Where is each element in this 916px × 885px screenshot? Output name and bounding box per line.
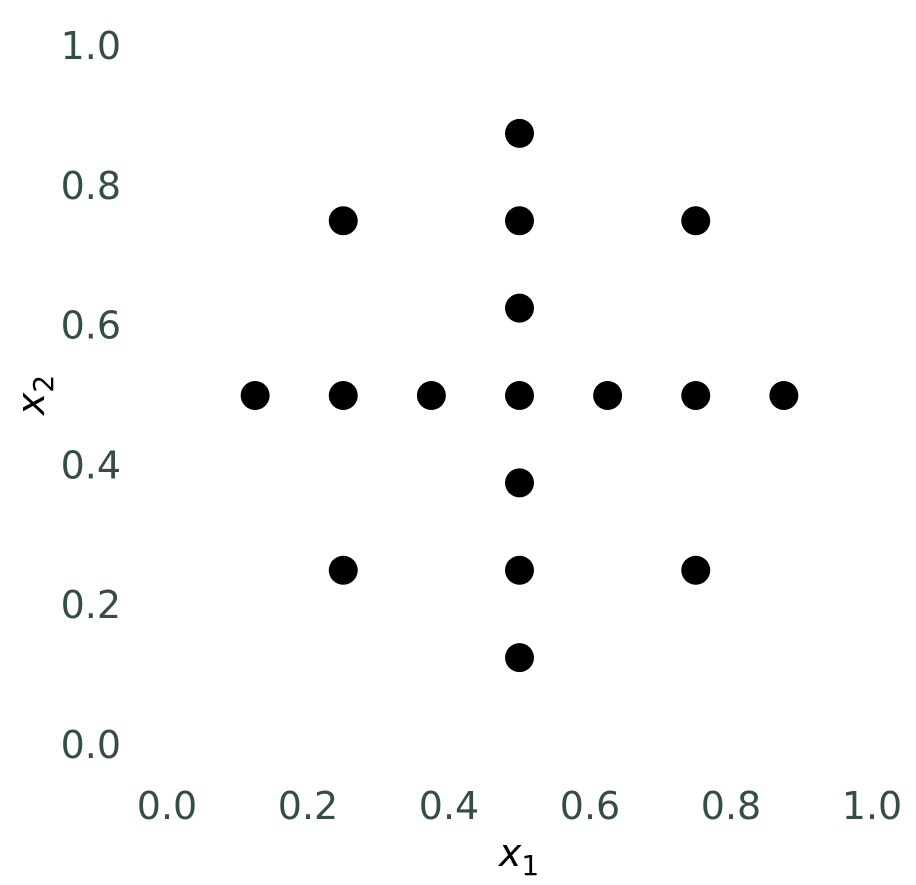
y-tick-label-2: 0.4: [61, 443, 121, 487]
data-point-0-11: [769, 381, 799, 410]
x-axis-label: x1: [498, 831, 539, 882]
x-tick-label-0: 0.0: [137, 784, 197, 828]
x-tick-label-1: 0.2: [278, 784, 338, 828]
data-point-0-12: [505, 468, 534, 498]
x-tick-labels: 0.0 0.2 0.4 0.6 0.8 1.0: [137, 784, 902, 828]
x-tick-label-3: 0.6: [560, 784, 620, 828]
points-layer: [240, 118, 799, 673]
y-tick-label-3: 0.6: [61, 304, 121, 348]
data-point-0-14: [505, 555, 534, 585]
data-point-0-0: [505, 118, 534, 148]
x-axis-label-subscript: 1: [521, 849, 539, 882]
data-point-0-16: [505, 643, 534, 673]
y-tick-labels: 0.0 0.2 0.4 0.6 0.8 1.0: [61, 24, 121, 767]
data-point-0-8: [505, 381, 534, 410]
data-point-0-5: [240, 381, 270, 410]
x-tick-label-5: 1.0: [842, 784, 902, 828]
y-axis-label-main: x: [9, 392, 53, 416]
y-tick-label-0: 0.0: [61, 723, 121, 767]
data-point-0-13: [328, 555, 358, 585]
y-tick-label-1: 0.2: [61, 583, 121, 627]
data-point-0-1: [328, 206, 358, 236]
x-tick-label-4: 0.8: [701, 784, 761, 828]
y-axis-label: x2: [9, 375, 60, 416]
y-tick-label-5: 1.0: [61, 24, 121, 68]
data-point-0-4: [505, 293, 534, 323]
data-point-0-7: [416, 381, 446, 410]
x-axis-label-main: x: [498, 831, 522, 875]
x-tick-label-2: 0.4: [419, 784, 479, 828]
data-point-0-2: [505, 206, 534, 236]
data-point-0-10: [681, 381, 711, 410]
data-point-0-6: [328, 381, 358, 410]
data-point-0-3: [681, 206, 711, 236]
data-point-0-15: [681, 555, 711, 585]
y-tick-label-4: 0.8: [61, 164, 121, 208]
data-point-0-9: [593, 381, 623, 410]
y-axis-label-subscript: 2: [27, 375, 60, 393]
